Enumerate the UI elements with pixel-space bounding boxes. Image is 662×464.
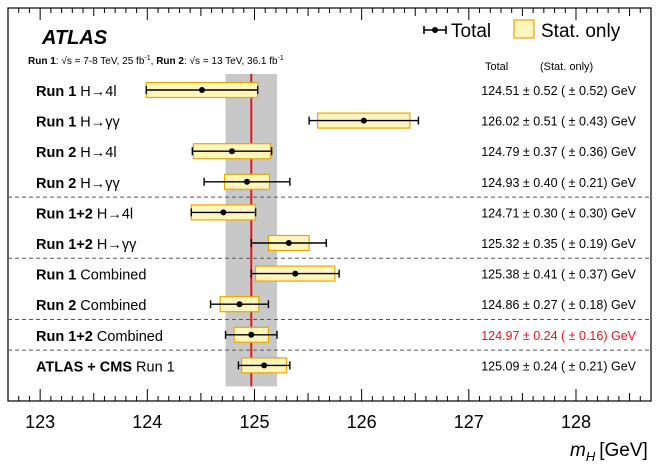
result-value: 125.32 ± 0.35 ( ± 0.19) GeV bbox=[481, 237, 636, 251]
measurement-row bbox=[209, 296, 270, 313]
x-axis-label-subscript: H bbox=[586, 449, 596, 464]
central-value-marker bbox=[261, 362, 268, 369]
legend-stat-box bbox=[513, 19, 535, 39]
measurement-row bbox=[224, 326, 278, 343]
row-label-channel: H→4l bbox=[93, 206, 133, 222]
x-tick-label: 125 bbox=[239, 412, 269, 432]
central-value-marker bbox=[243, 178, 250, 185]
row-label-channel: H→γγ bbox=[76, 115, 120, 131]
row-label-channel: H→γγ bbox=[76, 176, 120, 192]
row-label-dataset: Run 1 bbox=[36, 115, 76, 131]
result-value: 124.86 ± 0.27 ( ± 0.18) GeV bbox=[481, 298, 636, 312]
central-value-marker bbox=[285, 240, 292, 246]
row-label: Run 2 H→4l bbox=[36, 145, 117, 161]
x-tick-label: 124 bbox=[132, 412, 162, 432]
row-label: Run 1 H→4l bbox=[36, 84, 117, 100]
row-label-dataset: Run 1+2 bbox=[36, 329, 93, 345]
row-label-dataset: Run 1+2 bbox=[36, 237, 93, 253]
subtitle-run1-conditions: : √s = 7-8 TeV, 25 fb bbox=[56, 55, 145, 67]
measurement-row bbox=[203, 173, 291, 190]
row-label-channel: Combined bbox=[93, 329, 163, 345]
legend-total-label: Total bbox=[451, 21, 491, 42]
row-label-channel: Combined bbox=[76, 298, 146, 314]
result-value: 124.79 ± 0.37 ( ± 0.36) GeV bbox=[481, 145, 636, 159]
row-label: Run 2 Combined bbox=[36, 298, 146, 314]
column-header-stat: (Stat. only) bbox=[540, 61, 593, 73]
row-label: Run 2 H→γγ bbox=[36, 176, 121, 192]
row-label-channel: Combined bbox=[76, 268, 146, 284]
row-label-dataset: Run 2 bbox=[36, 298, 76, 314]
row-label-dataset: Run 1 bbox=[36, 84, 76, 100]
row-label-dataset: Run 2 bbox=[36, 176, 76, 192]
measurement-row bbox=[308, 112, 420, 129]
subtitle-run2-lumi-sup: -1 bbox=[278, 55, 284, 62]
central-value-marker bbox=[292, 270, 299, 277]
x-axis: 123 124 125 126 127 128 bbox=[7, 8, 652, 432]
x-tick-label: 123 bbox=[25, 412, 55, 432]
row-label-channel: H→γγ bbox=[93, 237, 137, 253]
measurement-row bbox=[250, 234, 327, 252]
x-tick-label: 128 bbox=[561, 412, 591, 432]
row-separators bbox=[8, 196, 651, 351]
row-label: Run 1+2 H→γγ bbox=[36, 237, 137, 253]
row-label: ATLAS + CMS Run 1 bbox=[36, 359, 175, 375]
measurement-row bbox=[145, 81, 259, 99]
subtitle-run1-lumi-sup: -1 bbox=[144, 55, 150, 62]
result-value: 126.02 ± 0.51 ( ± 0.43) GeV bbox=[481, 115, 636, 129]
central-value-marker bbox=[360, 117, 367, 124]
result-values: 124.51 ± 0.52 ( ± 0.52) GeV 126.02 ± 0.51… bbox=[481, 84, 636, 373]
measurement-row bbox=[190, 204, 257, 221]
subtitle-run2-conditions: : √s = 13 TeV, 36.1 fb bbox=[184, 55, 278, 67]
result-value: 125.09 ± 0.24 ( ± 0.21) GeV bbox=[481, 359, 636, 373]
chart-title: ATLAS bbox=[41, 27, 108, 49]
measurement-row bbox=[237, 357, 291, 374]
row-label: Run 1+2 Combined bbox=[36, 329, 163, 345]
row-label-channel: H→4l bbox=[76, 145, 116, 161]
row-label-channel: H→4l bbox=[76, 84, 116, 100]
column-header-total: Total bbox=[485, 61, 508, 73]
x-axis-label-unit: [GeV] bbox=[599, 440, 648, 461]
central-value-marker bbox=[236, 301, 243, 308]
row-label: Run 1 Combined bbox=[36, 268, 146, 284]
result-value: 124.97 ± 0.24 ( ± 0.16) GeV bbox=[481, 329, 636, 343]
legend-stat-label: Stat. only bbox=[541, 21, 621, 42]
row-label-dataset: ATLAS + CMS bbox=[36, 359, 132, 375]
x-axis-label: mH [GeV] bbox=[570, 440, 648, 464]
result-value: 124.51 ± 0.52 ( ± 0.52) GeV bbox=[481, 84, 636, 98]
row-label-channel: Run 1 bbox=[132, 359, 175, 375]
chart-subtitle: Run 1: √s = 7-8 TeV, 25 fb-1, Run 2: √s … bbox=[28, 55, 284, 67]
x-tick-label: 127 bbox=[454, 412, 484, 432]
measurement-marks bbox=[145, 81, 420, 374]
subtitle-run2-label: Run 2 bbox=[156, 56, 184, 67]
row-label: Run 1 H→γγ bbox=[36, 115, 121, 131]
result-value: 124.71 ± 0.30 ( ± 0.30) GeV bbox=[481, 206, 636, 220]
row-label-dataset: Run 1 bbox=[36, 268, 76, 284]
row-label-dataset: Run 2 bbox=[36, 145, 76, 161]
row-label-dataset: Run 1+2 bbox=[36, 206, 93, 222]
result-value: 125.38 ± 0.41 ( ± 0.37) GeV bbox=[481, 268, 636, 282]
measurement-row bbox=[250, 265, 340, 282]
x-axis-label-symbol: m bbox=[570, 440, 586, 461]
subtitle-run1-label: Run 1 bbox=[28, 56, 56, 67]
central-value-marker bbox=[228, 148, 235, 155]
central-value-marker bbox=[248, 331, 255, 338]
measurement-row bbox=[191, 143, 273, 160]
legend: Total Stat. only bbox=[423, 19, 621, 42]
central-value-marker bbox=[198, 87, 205, 93]
x-tick-label: 126 bbox=[347, 412, 377, 432]
legend-total-marker bbox=[432, 27, 438, 33]
result-value: 124.93 ± 0.40 ( ± 0.21) GeV bbox=[481, 176, 636, 190]
central-value-marker bbox=[220, 209, 227, 216]
row-label: Run 1+2 H→4l bbox=[36, 206, 133, 222]
